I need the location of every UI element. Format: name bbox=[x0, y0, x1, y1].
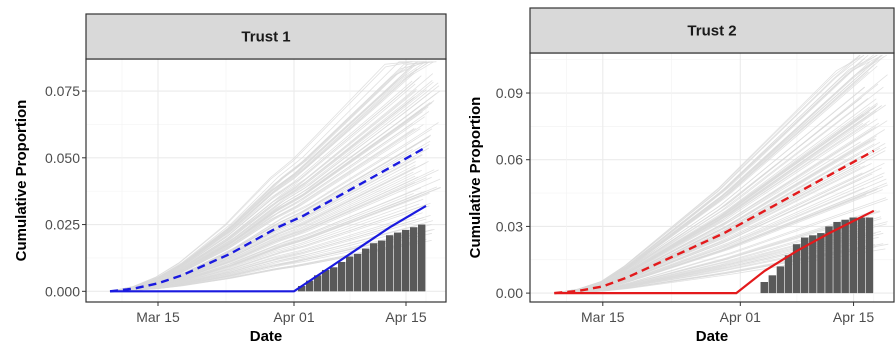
bar bbox=[825, 226, 833, 294]
simulation-line bbox=[554, 113, 864, 294]
simulation-line bbox=[109, 242, 412, 292]
x-tick-label: Mar 15 bbox=[581, 309, 625, 325]
bar bbox=[298, 285, 306, 292]
bar bbox=[841, 219, 849, 294]
bar bbox=[784, 255, 793, 294]
simulation-line bbox=[109, 202, 431, 292]
bar bbox=[338, 261, 346, 292]
bar bbox=[386, 235, 394, 292]
simulation-line bbox=[109, 175, 416, 292]
bar bbox=[354, 253, 362, 292]
bar bbox=[849, 217, 857, 294]
x-tick-label: Apr 15 bbox=[385, 309, 426, 325]
simulation-line bbox=[554, 210, 880, 294]
bar bbox=[857, 217, 866, 294]
simulation-line bbox=[109, 166, 416, 292]
bar bbox=[322, 269, 330, 292]
bar bbox=[800, 237, 809, 294]
dashed-series-line bbox=[554, 149, 875, 295]
y-axis-title: Cumulative Proportion bbox=[467, 97, 484, 259]
bar bbox=[314, 275, 322, 292]
bar bbox=[394, 232, 402, 292]
observed-bars bbox=[760, 217, 874, 294]
panel-trust-1: Trust 1 0.000 0.025 0.050 0.075 Mar 15 Apr 01 A… bbox=[13, 13, 447, 345]
simulation-line bbox=[109, 61, 412, 292]
bar bbox=[760, 281, 769, 294]
simulation-line bbox=[554, 54, 878, 294]
simulation-line bbox=[554, 54, 865, 294]
bar bbox=[833, 221, 841, 294]
y-tick-label: 0.050 bbox=[45, 150, 80, 166]
simulation-line bbox=[109, 176, 432, 292]
bar bbox=[330, 267, 338, 292]
bar bbox=[865, 217, 874, 294]
simulation-line bbox=[109, 96, 415, 292]
x-tick-label: Apr 15 bbox=[833, 309, 874, 325]
y-tick-label: 0.09 bbox=[496, 85, 523, 101]
simulation-line bbox=[554, 161, 865, 294]
simulation-line bbox=[554, 123, 868, 294]
strip-background bbox=[85, 13, 447, 60]
bar bbox=[402, 229, 410, 292]
x-axis-title: Date bbox=[696, 328, 729, 345]
bar bbox=[809, 235, 817, 294]
bar bbox=[346, 256, 354, 292]
y-tick-label: 0.00 bbox=[496, 285, 523, 301]
simulation-line bbox=[554, 54, 887, 294]
y-tick-label: 0.025 bbox=[45, 217, 80, 233]
simulation-line bbox=[109, 68, 418, 292]
bar bbox=[370, 243, 378, 292]
x-tick-label: Mar 15 bbox=[136, 309, 180, 325]
solid-series-line bbox=[554, 209, 875, 295]
simulation-line bbox=[554, 190, 869, 294]
observed-bars bbox=[298, 224, 426, 292]
solid-series-line bbox=[110, 204, 427, 293]
bar bbox=[378, 240, 386, 292]
simulation-line bbox=[109, 217, 424, 292]
x-tick-label: Apr 01 bbox=[720, 309, 761, 325]
panel-trust-2: Trust 2 0.00 0.03 0.06 0.09 Mar 15 Apr 01 Apr 1… bbox=[467, 7, 895, 345]
simulation-line bbox=[109, 61, 428, 292]
y-tick-label: 0.075 bbox=[45, 83, 80, 99]
bar bbox=[418, 224, 426, 292]
bar bbox=[768, 275, 777, 294]
x-axis-title: Date bbox=[250, 328, 283, 345]
x-tick-label: Apr 01 bbox=[273, 309, 314, 325]
bar bbox=[792, 244, 801, 294]
simulation-line bbox=[554, 232, 884, 294]
bar bbox=[776, 266, 785, 294]
y-tick-label: 0.03 bbox=[496, 218, 523, 234]
strip-label: Trust 2 bbox=[687, 23, 736, 40]
simulation-line bbox=[109, 100, 435, 292]
simulation-line bbox=[109, 61, 433, 292]
y-axis-title: Cumulative Proportion bbox=[13, 100, 30, 262]
dashed-series-line bbox=[109, 146, 427, 293]
simulation-line bbox=[109, 128, 416, 292]
y-tick-label: 0.000 bbox=[45, 283, 80, 299]
simulation-line bbox=[109, 82, 439, 292]
strip-background bbox=[529, 7, 895, 54]
strip-label: Trust 1 bbox=[241, 29, 290, 46]
bar bbox=[306, 280, 314, 292]
bar bbox=[410, 227, 418, 292]
bar bbox=[362, 248, 370, 292]
bar bbox=[817, 233, 825, 294]
y-tick-label: 0.06 bbox=[496, 152, 523, 168]
